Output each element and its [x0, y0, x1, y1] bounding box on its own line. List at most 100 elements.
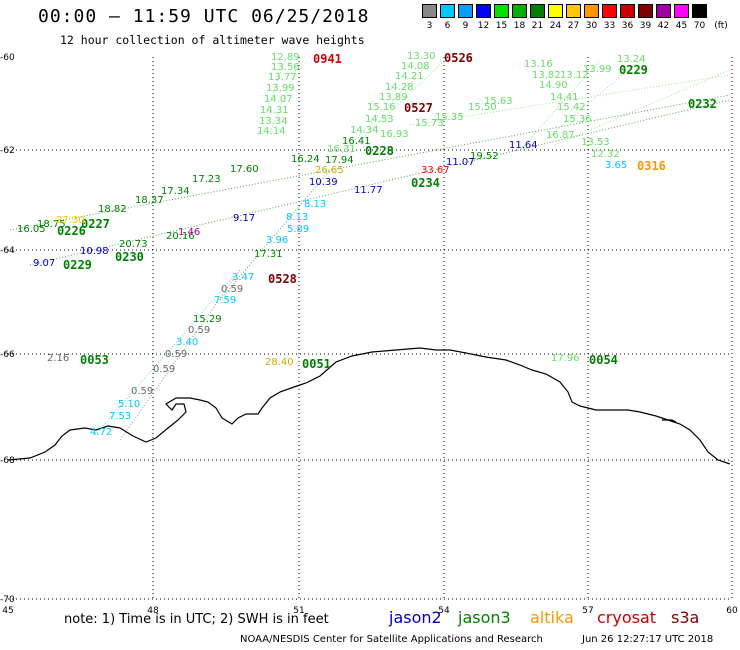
wave-height-label: 4.72 [90, 427, 113, 438]
legend-label: 15 [495, 21, 508, 31]
wave-height-label: 13.82 [532, 70, 561, 81]
wave-height-label: 3.96 [266, 235, 289, 246]
lat-tick-label: -68 [0, 456, 15, 466]
wave-height-label: 0.59 [153, 364, 176, 375]
wave-height-label: 14.53 [365, 114, 394, 125]
legend-label: 42 [657, 21, 670, 31]
footer-note: note: 1) Time is in UTC; 2) SWH is in fe… [64, 612, 329, 627]
lon-tick-label: 48 [147, 606, 159, 616]
lat-tick-label: -66 [0, 350, 15, 360]
wave-height-label: 8.13 [286, 212, 309, 223]
time-label: 0526 [444, 51, 473, 65]
wave-height-label: 18.82 [98, 204, 127, 215]
lon-tick-label: 60 [726, 606, 738, 616]
time-label: 0227 [81, 217, 110, 231]
legend-label: 18 [513, 21, 526, 31]
time-label: 0229 [63, 258, 92, 272]
antarctic-coastline [7, 347, 731, 465]
wave-height-label: 17.96 [551, 353, 580, 364]
legend-swatch [548, 4, 563, 18]
wave-height-label: 13.56 [271, 62, 300, 73]
wave-height-label: 17.31 [254, 249, 283, 260]
wave-height-label: 13.53 [581, 137, 610, 148]
lat-tick-label: -70 [0, 595, 15, 605]
satellite-tracks [9, 59, 731, 441]
wave-height-label: 16.93 [380, 129, 409, 140]
wave-height-label: 15.73 [415, 118, 444, 129]
lat-tick-label: -60 [0, 53, 15, 63]
satellite-track [219, 169, 331, 301]
legend-swatch [440, 4, 455, 18]
satellite-track [349, 59, 446, 151]
legend-label: 70 [693, 21, 706, 31]
legend-swatch [656, 4, 671, 18]
wave-height-label: 17.60 [230, 164, 259, 175]
generation-timestamp: Jun 26 12:27:17 UTC 2018 [582, 634, 714, 645]
wave-height-label: 3.47 [232, 272, 255, 283]
time-label: 0228 [365, 144, 394, 158]
wave-height-label: 13.34 [259, 116, 288, 127]
wave-height-label: 0.59 [188, 325, 211, 336]
satellite-track [94, 274, 236, 436]
wave-height-label: 14.90 [539, 80, 568, 91]
wave-height-label: 26.65 [315, 165, 344, 176]
wave-height-label: 20.16 [166, 231, 195, 242]
time-label: 0054 [589, 353, 618, 367]
wave-height-label: 3.65 [605, 160, 628, 171]
wave-height-label: 1.46 [178, 227, 201, 238]
lat-tick-label: -62 [0, 146, 15, 156]
wave-height-label: 5.10 [118, 399, 141, 410]
lat-tick-label: -64 [0, 246, 15, 256]
wave-height-label: 19.52 [470, 151, 499, 162]
satellite-name: cryosat [597, 608, 657, 627]
time-label: 0229 [619, 63, 648, 77]
wave-height-label: 12.89 [271, 52, 300, 63]
coastline-path [7, 347, 731, 465]
legend-swatch [494, 4, 509, 18]
legend-label: 21 [531, 21, 544, 31]
satellite-track [269, 59, 301, 133]
satellite-track [339, 61, 431, 156]
time-label: 0051 [302, 357, 331, 371]
wave-height-label: 16.41 [342, 136, 371, 147]
satellite-name: altika [530, 608, 574, 627]
lon-tick-label: 45 [2, 606, 13, 616]
time-label: 0230 [115, 250, 144, 264]
wave-height-label: 14.14 [257, 126, 286, 137]
wave-height-label: 13.30 [407, 51, 436, 62]
time-label: 0053 [80, 353, 109, 367]
legend-label: 9 [462, 21, 469, 31]
legend-swatch [584, 4, 599, 18]
wave-height-label: 13.24 [617, 54, 646, 65]
wave-height-label: 13.99 [266, 83, 295, 94]
time-label: 0316 [637, 159, 666, 173]
wave-height-label: 12.32 [591, 149, 620, 160]
wave-height-label: 13.99 [583, 64, 612, 75]
legend-swatch [476, 4, 491, 18]
wave-height-label: 0.59 [131, 386, 154, 397]
wave-height-label: 7.53 [109, 411, 132, 422]
legend-label: 45 [675, 21, 688, 31]
time-label: 0234 [411, 176, 440, 190]
wave-height-label: 3.40 [176, 337, 199, 348]
wave-height-label: 16.24 [291, 154, 320, 165]
legend-swatch [422, 4, 437, 18]
wave-height-label: 14.08 [401, 61, 430, 72]
satellite-track [257, 59, 286, 136]
legend-label: 27 [567, 21, 580, 31]
wave-height-label: 15.42 [557, 102, 586, 113]
wave-height-label: 7.59 [214, 295, 237, 306]
time-label: 0232 [688, 97, 717, 111]
wave-height-label: 13.77 [268, 72, 297, 83]
legend-swatch [512, 4, 527, 18]
wave-height-label: 15.63 [484, 96, 513, 107]
legend-label: 12 [477, 21, 490, 31]
wave-height-label: 13.12 [560, 70, 589, 81]
wave-height-label: 15.35 [435, 112, 464, 123]
time-label: 0528 [268, 272, 297, 286]
legend-swatch [566, 4, 581, 18]
wave-height-label: 16.05 [17, 224, 46, 235]
wave-height-label: 2.16 [47, 353, 70, 364]
legend-swatch [458, 4, 473, 18]
